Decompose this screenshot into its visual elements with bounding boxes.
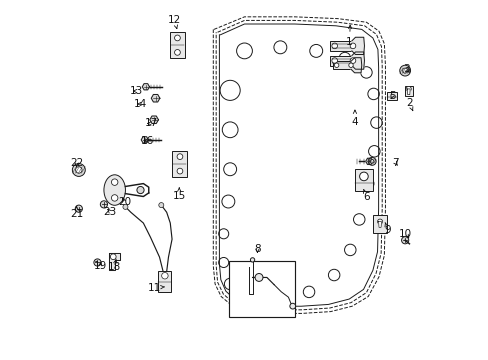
Bar	[172, 151, 187, 177]
Bar	[169, 32, 184, 58]
Circle shape	[331, 43, 337, 49]
Text: 4: 4	[351, 110, 358, 127]
Circle shape	[349, 43, 355, 49]
Circle shape	[75, 205, 82, 212]
Circle shape	[159, 203, 163, 208]
Bar	[330, 55, 360, 66]
Circle shape	[72, 163, 85, 176]
Circle shape	[76, 167, 82, 173]
Text: 17: 17	[144, 118, 158, 128]
Text: 13: 13	[130, 86, 143, 96]
Circle shape	[110, 254, 116, 260]
Text: 9: 9	[384, 222, 390, 235]
Circle shape	[369, 159, 373, 163]
Circle shape	[402, 68, 407, 73]
Circle shape	[377, 219, 382, 224]
Circle shape	[289, 303, 295, 309]
Text: 8: 8	[254, 244, 260, 254]
Polygon shape	[351, 37, 364, 54]
Circle shape	[94, 259, 101, 266]
Text: 10: 10	[399, 229, 411, 239]
Circle shape	[334, 63, 338, 67]
Circle shape	[122, 204, 128, 210]
Polygon shape	[149, 116, 158, 123]
Text: 1: 1	[346, 25, 352, 47]
Text: 3: 3	[403, 64, 409, 74]
Bar	[330, 41, 360, 51]
Circle shape	[177, 154, 183, 159]
Circle shape	[174, 35, 180, 41]
Text: 5: 5	[388, 91, 395, 101]
Polygon shape	[151, 95, 160, 102]
Circle shape	[367, 157, 375, 165]
Polygon shape	[141, 137, 148, 143]
Circle shape	[100, 201, 107, 208]
Circle shape	[359, 172, 367, 181]
Polygon shape	[142, 84, 149, 90]
Text: 2: 2	[406, 98, 412, 111]
Circle shape	[349, 58, 355, 63]
Text: 14: 14	[134, 99, 147, 109]
Bar	[354, 168, 372, 192]
Circle shape	[162, 273, 168, 279]
Bar	[372, 215, 386, 233]
Polygon shape	[351, 52, 364, 69]
Bar	[332, 61, 357, 69]
Text: 22: 22	[70, 158, 83, 168]
Circle shape	[331, 58, 337, 63]
Text: 16: 16	[141, 136, 154, 145]
Polygon shape	[365, 158, 372, 165]
Polygon shape	[407, 89, 409, 95]
Text: 19: 19	[94, 261, 107, 271]
Polygon shape	[378, 222, 381, 227]
Circle shape	[401, 237, 408, 244]
Circle shape	[174, 50, 180, 55]
Circle shape	[406, 86, 410, 91]
Circle shape	[177, 168, 183, 174]
Polygon shape	[109, 253, 120, 270]
Circle shape	[255, 274, 263, 282]
Circle shape	[137, 186, 144, 194]
Circle shape	[399, 65, 410, 76]
Polygon shape	[350, 58, 361, 73]
Text: 15: 15	[172, 188, 185, 201]
Bar	[404, 86, 412, 96]
Text: 18: 18	[108, 259, 121, 272]
Circle shape	[250, 258, 254, 262]
Bar	[158, 271, 171, 292]
Text: 23: 23	[103, 207, 117, 217]
Text: 7: 7	[392, 158, 398, 168]
Text: 20: 20	[118, 197, 131, 207]
Bar	[386, 93, 396, 100]
Bar	[228, 261, 295, 317]
Text: 6: 6	[363, 189, 369, 202]
Text: 11: 11	[148, 283, 164, 293]
Text: 21: 21	[70, 206, 83, 219]
Circle shape	[111, 195, 118, 201]
Circle shape	[111, 179, 118, 185]
Ellipse shape	[104, 175, 125, 205]
Circle shape	[348, 63, 352, 67]
Text: 12: 12	[167, 15, 181, 28]
